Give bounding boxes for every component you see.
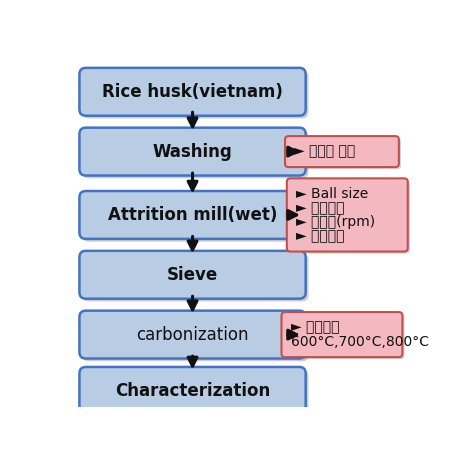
Text: Washing: Washing xyxy=(153,143,232,160)
FancyBboxPatch shape xyxy=(79,311,306,359)
Text: ► 회전수(rpm): ► 회전수(rpm) xyxy=(296,215,375,229)
FancyBboxPatch shape xyxy=(82,131,308,178)
Text: Characterization: Characterization xyxy=(115,382,270,400)
FancyBboxPatch shape xyxy=(281,312,403,357)
Text: ► Ball size: ► Ball size xyxy=(296,187,368,201)
Text: ► 증류수 이용: ► 증류수 이용 xyxy=(294,144,356,159)
FancyBboxPatch shape xyxy=(289,181,410,254)
FancyBboxPatch shape xyxy=(82,71,308,118)
FancyBboxPatch shape xyxy=(79,367,306,415)
Text: ► 분쇄시간: ► 분쇄시간 xyxy=(296,229,345,243)
FancyBboxPatch shape xyxy=(82,314,308,361)
Text: ► 광액농도: ► 광액농도 xyxy=(296,201,345,215)
Text: 600°C,700°C,800°C: 600°C,700°C,800°C xyxy=(291,335,429,349)
FancyBboxPatch shape xyxy=(79,68,306,116)
Text: Sieve: Sieve xyxy=(167,266,218,284)
FancyBboxPatch shape xyxy=(79,128,306,175)
Text: carbonization: carbonization xyxy=(136,325,249,344)
FancyBboxPatch shape xyxy=(287,138,401,169)
FancyBboxPatch shape xyxy=(284,314,404,359)
FancyBboxPatch shape xyxy=(287,178,408,251)
Text: Rice husk(vietnam): Rice husk(vietnam) xyxy=(102,83,283,101)
FancyBboxPatch shape xyxy=(79,191,306,239)
FancyBboxPatch shape xyxy=(82,194,308,242)
Text: ► 탄화온도: ► 탄화온도 xyxy=(291,320,339,335)
FancyBboxPatch shape xyxy=(82,370,308,418)
FancyBboxPatch shape xyxy=(79,251,306,299)
Text: Attrition mill(wet): Attrition mill(wet) xyxy=(108,206,277,224)
FancyBboxPatch shape xyxy=(285,136,399,167)
FancyBboxPatch shape xyxy=(82,254,308,302)
